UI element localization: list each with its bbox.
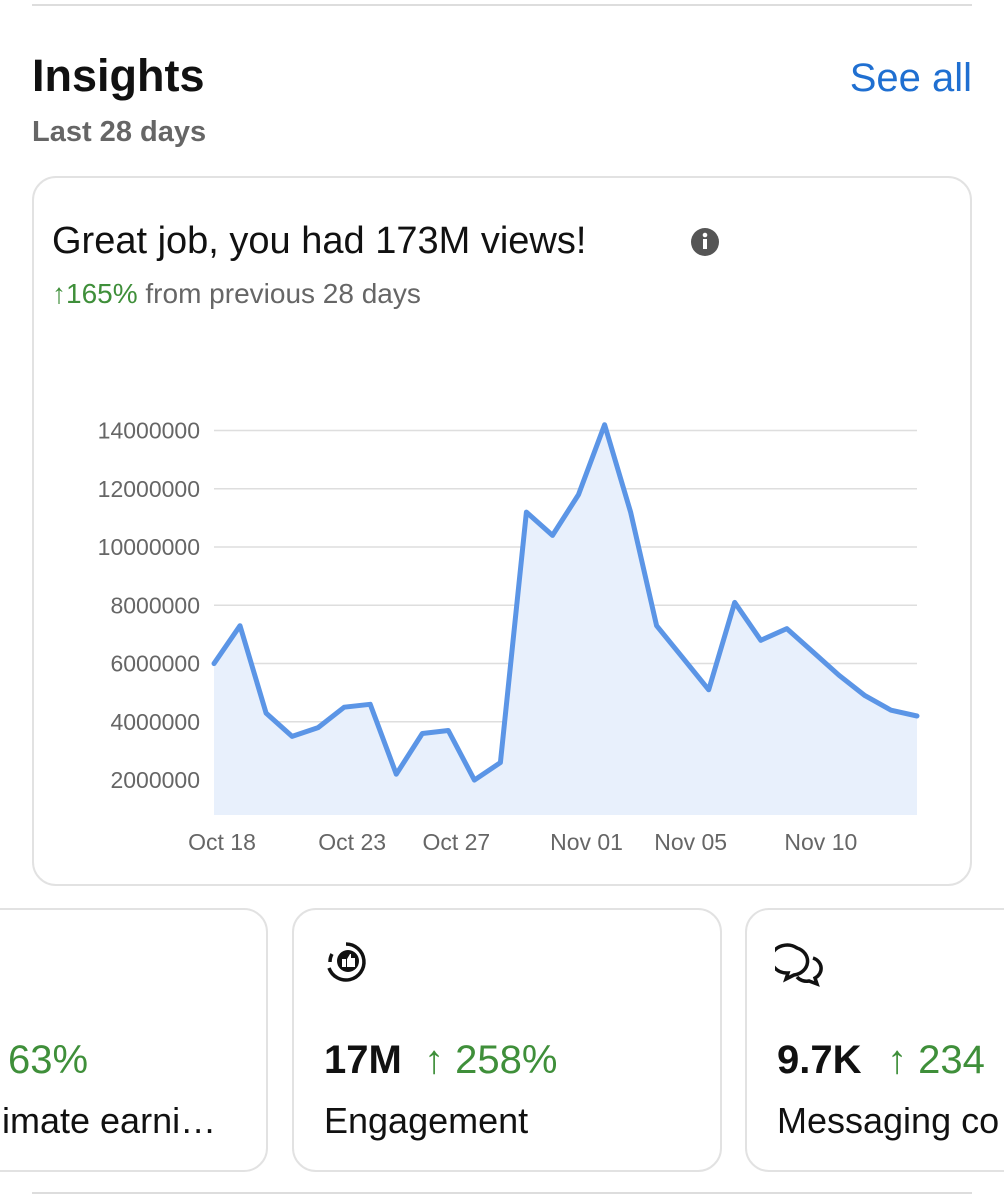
metric-label: Engagement: [324, 1100, 529, 1141]
metric-label: imate earni…: [2, 1100, 217, 1141]
section-title: Insights: [32, 50, 205, 101]
metric-change: 63%: [8, 1038, 89, 1082]
y-tick-label: 4000000: [110, 709, 200, 735]
y-tick-label: 2000000: [110, 767, 200, 793]
x-tick-label: Oct 18: [188, 829, 256, 855]
views-headline: Great job, you had 173M views!: [52, 220, 587, 262]
x-tick-label: Nov 05: [654, 829, 727, 855]
metric-change: ↑ 258%: [424, 1038, 558, 1082]
line: [211, 422, 920, 783]
views-chart: 2000000 4000000 6000000 8000000 10000000 1200…: [98, 418, 920, 855]
views-change-text: from previous 28 days: [145, 278, 421, 309]
x-tick-label: Nov 10: [784, 829, 857, 855]
y-tick-label: 8000000: [110, 592, 200, 618]
area: [214, 424, 917, 815]
info-icon[interactable]: [690, 227, 720, 257]
metric-card[interactable]: 17M ↑ 258% Engagement: [292, 908, 722, 1172]
views-change-line: ↑165% from previous 28 days: [52, 278, 421, 310]
metric-value: 17M: [324, 1038, 402, 1082]
y-tick-label: 10000000: [98, 534, 200, 560]
engagement-icon: [327, 942, 366, 982]
metric-card[interactable]: 63% imate earni…: [0, 908, 268, 1172]
section-subtitle: Last 28 days: [32, 116, 207, 148]
metric-label: Messaging co: [777, 1100, 1000, 1141]
y-tick-label: 6000000: [110, 651, 200, 677]
x-tick-label: Nov 01: [550, 829, 623, 855]
metric-value: 9.7K: [777, 1038, 862, 1082]
messaging-icon: [775, 943, 823, 987]
x-tick-label: Oct 27: [422, 829, 490, 855]
divider: [32, 1192, 972, 1194]
metric-change: ↑ 234: [887, 1038, 985, 1082]
see-all-link[interactable]: See all: [849, 56, 972, 100]
metric-card[interactable]: 9.7K ↑ 234 Messaging co: [745, 908, 1004, 1172]
views-change: ↑165%: [52, 278, 138, 309]
divider: [32, 4, 972, 6]
y-tick-label: 12000000: [98, 476, 200, 502]
x-tick-label: Oct 23: [318, 829, 386, 855]
y-tick-label: 14000000: [98, 418, 200, 444]
